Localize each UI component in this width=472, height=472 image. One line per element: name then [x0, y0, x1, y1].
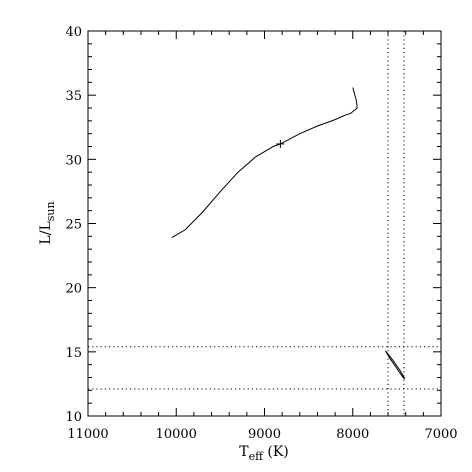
series-group: [171, 87, 406, 380]
x-axis-label-main: T: [239, 444, 249, 460]
y-tick-label: 40: [65, 25, 82, 40]
y-tick-label: 25: [65, 218, 82, 233]
series-line-1: [171, 87, 358, 239]
x-ticks: 11000 10000 9000 8000 7000: [67, 31, 458, 442]
x-axis-label-unit: (K): [263, 444, 289, 460]
x-axis-label: Teff (K): [239, 444, 289, 463]
y-tick-label: 20: [65, 282, 82, 297]
x-axis-label-sub: eff: [249, 450, 265, 463]
markers-group: [276, 139, 285, 148]
y-tick-label: 15: [65, 346, 82, 361]
x-tick-label: 10000: [156, 427, 197, 442]
y-axis-label-main: L/L: [38, 221, 54, 244]
series-line-2: [384, 350, 406, 380]
x-tick-label: 11000: [67, 427, 108, 442]
x-tick-label: 8000: [336, 427, 369, 442]
plot-frame: [87, 30, 442, 417]
y-axis-label-sub: sun: [44, 201, 57, 221]
y-tick-label: 30: [65, 153, 82, 168]
x-tick-label: 9000: [248, 427, 281, 442]
reference-lines: [88, 31, 441, 416]
x-tick-label: 7000: [424, 427, 457, 442]
y-axis-label: L/Lsun: [38, 201, 57, 244]
y-tick-label: 10: [65, 410, 82, 425]
y-tick-label: 35: [65, 89, 82, 104]
plus-marker: [276, 139, 285, 148]
y-ticks: 10 15 20 25 30 35 40: [65, 25, 441, 425]
